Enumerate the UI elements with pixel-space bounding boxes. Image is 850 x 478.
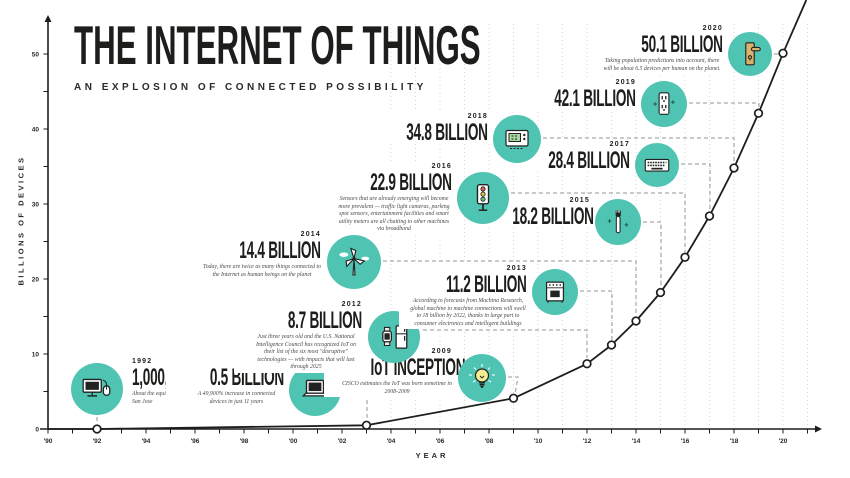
thermostat-icon — [493, 115, 541, 163]
door-lock-icon — [728, 32, 772, 76]
axes — [40, 15, 822, 433]
milestone-year: 2014 — [300, 231, 321, 238]
svg-text:40: 40 — [32, 126, 40, 133]
data-point-2013 — [606, 340, 617, 350]
y-axis-ticks: 0 10 20 30 40 50 — [32, 51, 48, 433]
svg-text:30: 30 — [32, 201, 40, 208]
svg-text:'08: '08 — [485, 438, 494, 445]
milestone-value: 34.8 BILLION — [406, 119, 489, 146]
power-outlet-icon — [641, 81, 687, 127]
svg-text:10: 10 — [32, 351, 40, 358]
svg-text:'90: '90 — [44, 438, 53, 445]
milestone-desc: Sensors that are already emerging will b… — [338, 196, 450, 233]
wind-turbine-icon — [327, 235, 381, 289]
title-block: THE INTERNET OF THINGS AN EXPLOSION OF C… — [74, 18, 672, 93]
svg-text:'10: '10 — [534, 438, 543, 445]
milestone-year: 2013 — [506, 265, 527, 272]
data-point-2009 — [508, 393, 519, 403]
milestone-year: 1992 — [132, 358, 153, 365]
milestone-year: 2009 — [431, 348, 452, 355]
data-point-2018 — [729, 163, 739, 173]
milestone-year: 2018 — [467, 113, 488, 120]
svg-text:'12: '12 — [583, 438, 592, 445]
svg-text:'14: '14 — [632, 438, 641, 445]
milestone-value: 22.9 BILLION — [370, 169, 453, 196]
page-subtitle: AN EXPLOSION OF CONNECTED POSSIBILITY — [74, 82, 427, 93]
svg-text:'92: '92 — [93, 438, 102, 445]
svg-text:50: 50 — [32, 51, 40, 58]
svg-text:20: 20 — [32, 276, 40, 283]
milestone-value: 8.7 BILLION — [287, 307, 362, 334]
svg-text:'00: '00 — [289, 438, 298, 445]
milestone-year: 2017 — [609, 141, 630, 148]
lightbulb-icon — [458, 354, 506, 402]
milestone-value: 18.2 BILLION — [512, 203, 594, 230]
desktop-computer-icon — [71, 363, 123, 415]
toothbrush-icon — [595, 199, 641, 245]
milestone-desc: A 49,900% increase in connected devices … — [197, 391, 276, 405]
data-point-2015 — [655, 287, 666, 298]
milestone-value: 14.4 BILLION — [239, 237, 322, 264]
milestone-value: 42.1 BILLION — [554, 85, 637, 112]
x-axis-title: YEAR — [415, 451, 449, 460]
milestone-value: 28.4 BILLION — [548, 147, 631, 174]
data-point-2014 — [631, 316, 641, 326]
data-point-2020 — [778, 48, 788, 58]
data-point-2019 — [753, 108, 764, 118]
milestone-year: 2012 — [341, 301, 362, 308]
callout-connectors — [96, 53, 781, 424]
svg-text:'20: '20 — [779, 438, 788, 445]
data-point-2012 — [582, 359, 592, 369]
data-point-markers — [92, 48, 788, 434]
svg-text:'06: '06 — [436, 438, 445, 445]
page-title: THE INTERNET OF THINGS — [74, 14, 481, 76]
oven-icon — [532, 269, 578, 315]
x-axis-ticks: '90 '92 '94 '96 '98 '00 '02 '04 '06 '08 '10 '12 '14 '… — [44, 429, 808, 445]
svg-text:'04: '04 — [387, 438, 396, 445]
milestone-year: 2020 — [702, 25, 723, 32]
milestone-year: 2019 — [615, 79, 636, 86]
svg-text:0: 0 — [35, 426, 39, 433]
svg-text:'16: '16 — [681, 438, 690, 445]
data-point-1992 — [92, 424, 102, 434]
milestone-desc: Taking population predictions into accou… — [603, 58, 721, 72]
svg-text:'94: '94 — [142, 438, 151, 445]
svg-text:'02: '02 — [338, 438, 347, 445]
milestone-year: 2015 — [569, 197, 590, 204]
milestone-desc: CISCO estimates the IoT was born sometim… — [342, 381, 452, 395]
data-point-2016 — [680, 252, 690, 262]
trend-line — [48, 0, 808, 430]
svg-text:'96: '96 — [191, 438, 200, 445]
traffic-light-icon — [457, 172, 509, 224]
milestone-value: 11.2 BILLION — [446, 271, 527, 298]
data-point-2003 — [361, 420, 372, 430]
milestone-year: 2016 — [431, 163, 452, 170]
data-point-2017 — [704, 211, 715, 221]
svg-text:'98: '98 — [240, 438, 249, 445]
milestone-desc: According to forecasts from Machina Rese… — [410, 298, 526, 327]
milestone-desc: Today, there are twice as many things co… — [203, 264, 322, 278]
milestone-value: 50.1 BILLION — [641, 31, 724, 58]
y-axis-title: BILLIONS OF DEVICES — [16, 155, 26, 286]
keyboard-icon — [635, 143, 679, 187]
milestone-desc: Just three years old and the U.S. Nation… — [256, 334, 356, 371]
svg-text:'18: '18 — [730, 438, 739, 445]
